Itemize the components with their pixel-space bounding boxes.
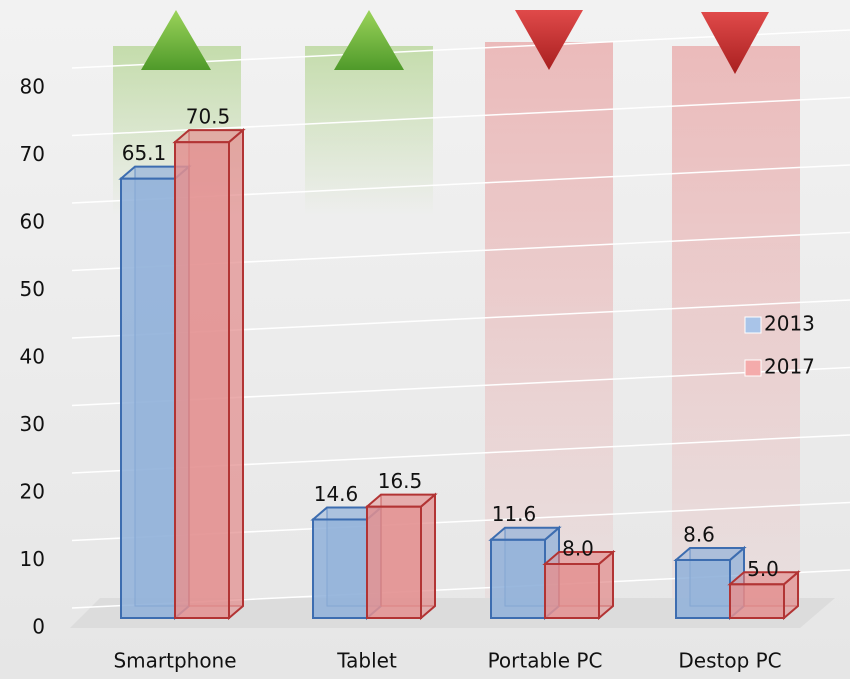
data-label: 70.5	[186, 105, 231, 129]
bar-side	[228, 127, 244, 621]
legend-swatch	[744, 316, 762, 334]
bar-front	[675, 558, 731, 620]
y-tick-label: 60	[20, 210, 45, 234]
down-arrow	[515, 10, 583, 70]
y-tick-label: 70	[20, 142, 45, 166]
bar-front	[366, 505, 422, 619]
y-tick-label: 80	[20, 75, 45, 99]
data-label: 5.0	[747, 557, 779, 581]
up-arrow	[334, 10, 404, 70]
bar-front	[729, 583, 785, 619]
down-arrow	[701, 12, 769, 74]
bar-top	[727, 571, 801, 586]
data-label: 8.0	[562, 537, 594, 561]
legend-label: 2017	[764, 355, 815, 379]
data-label: 65.1	[122, 141, 167, 165]
y-tick-label: 20	[20, 480, 45, 504]
bar	[310, 505, 384, 621]
bar-front	[544, 563, 600, 619]
y-tick-label: 0	[32, 615, 45, 639]
bar-top	[364, 493, 438, 508]
bars	[118, 127, 801, 621]
data-label: 8.6	[683, 522, 715, 546]
labels: 0 10 20 30 40 50 60 70 80 Smartphone 65.1 70.5 Table…	[20, 75, 815, 673]
trend-band	[305, 46, 433, 216]
y-tick-label: 50	[20, 277, 45, 301]
legend-label: 2013	[764, 312, 815, 336]
bar-top	[172, 129, 246, 144]
bar-top	[542, 551, 616, 565]
trend-band	[485, 42, 613, 622]
y-tick-label: 30	[20, 412, 45, 436]
up-arrow	[141, 10, 211, 70]
bar-top	[488, 526, 562, 541]
bar	[364, 492, 438, 621]
bar-top	[673, 546, 747, 561]
data-label: 16.5	[378, 469, 423, 493]
bar	[542, 549, 616, 621]
bar	[727, 570, 801, 621]
bar-front	[174, 141, 230, 619]
y-tick-label: 10	[20, 547, 45, 571]
bar-side	[420, 492, 436, 621]
bar-front	[120, 177, 176, 619]
bar-front	[312, 518, 368, 620]
floor	[70, 598, 835, 628]
data-label: 14.6	[314, 482, 359, 506]
x-tick-label: Tablet	[336, 649, 397, 673]
x-tick-label: Destop PC	[678, 649, 781, 673]
bar	[172, 127, 246, 621]
y-tick-label: 40	[20, 345, 45, 369]
legend-swatch	[744, 359, 762, 377]
bar-front	[490, 538, 546, 620]
x-tick-label: Smartphone	[113, 649, 236, 673]
data-label: 11.6	[492, 502, 537, 526]
trend-band	[672, 46, 800, 622]
x-tick-label: Portable PC	[488, 649, 603, 673]
